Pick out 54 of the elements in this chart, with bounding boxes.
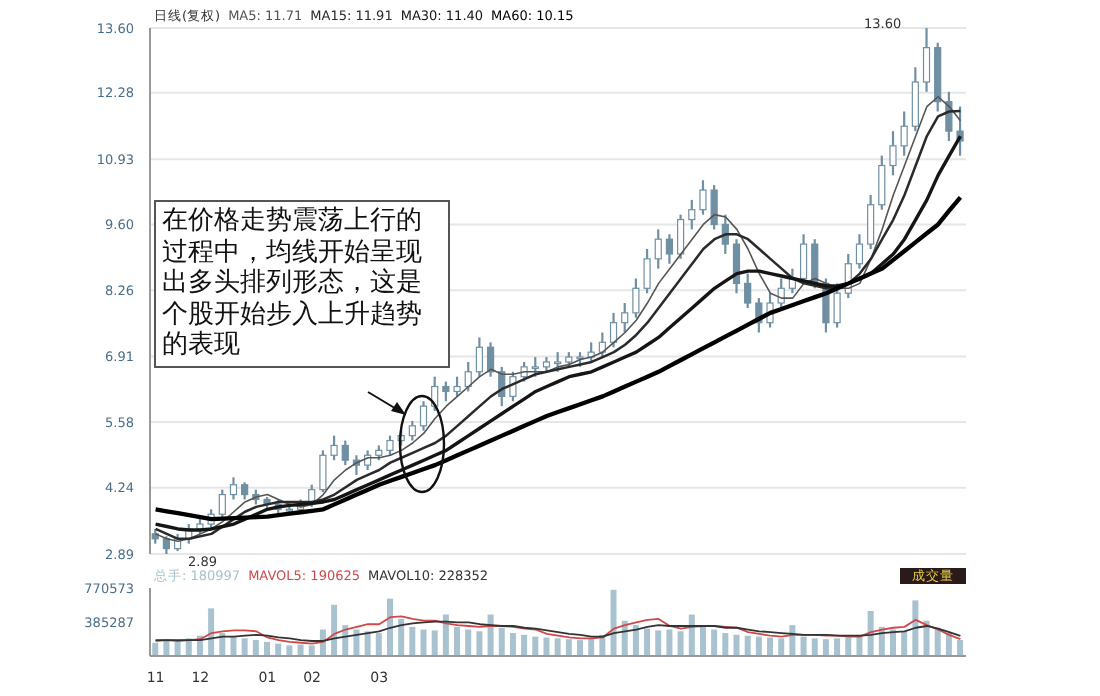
bar (957, 640, 964, 656)
bar (677, 631, 684, 656)
bar (845, 637, 852, 656)
bar (476, 631, 483, 656)
bar (465, 629, 472, 656)
bar (767, 637, 774, 656)
bar (655, 630, 662, 656)
bar (811, 638, 818, 656)
bar (632, 625, 639, 656)
bar (174, 641, 181, 656)
bar (331, 604, 338, 656)
bar (241, 638, 248, 656)
bar (364, 631, 371, 656)
bar (699, 626, 706, 656)
bar (800, 636, 807, 656)
bar (264, 641, 271, 656)
bar (577, 640, 583, 656)
bar (901, 631, 908, 656)
bar (532, 636, 539, 656)
bar (755, 636, 762, 656)
bar (509, 633, 516, 656)
bar (286, 645, 293, 656)
bar (744, 635, 751, 656)
bar (565, 639, 572, 656)
bar (375, 633, 382, 656)
bar (152, 642, 159, 656)
bar (398, 618, 405, 656)
bar (778, 638, 785, 656)
bar (521, 634, 528, 656)
bar (454, 626, 461, 656)
bar (409, 626, 416, 656)
bar (722, 633, 729, 656)
bar (554, 638, 561, 656)
bar (834, 638, 841, 656)
bar (543, 637, 550, 656)
bar (867, 610, 874, 656)
bar (208, 608, 215, 656)
bar (386, 598, 393, 656)
bar (420, 629, 427, 656)
bar (588, 638, 595, 656)
bar (644, 628, 651, 656)
bar (822, 639, 829, 656)
bar (912, 600, 919, 656)
bar (498, 627, 505, 656)
bar (666, 629, 673, 656)
annotation: 在价格走势震荡上行的过程中，均线开始呈现出多头排列形态，这是个股开始步入上升趋势的表现 (154, 200, 450, 368)
bar (711, 629, 718, 656)
bar (610, 589, 617, 656)
bar (308, 645, 315, 656)
line-series (153, 195, 963, 522)
bar (252, 640, 259, 656)
bar (431, 630, 438, 656)
bar (230, 636, 237, 656)
bar (733, 634, 740, 656)
